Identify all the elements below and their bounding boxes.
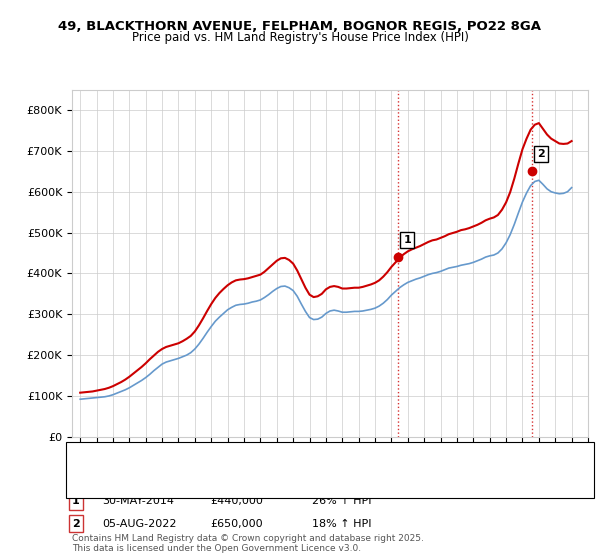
Text: £650,000: £650,000 [210,519,263,529]
Text: 2: 2 [537,149,545,159]
Text: 49, BLACKTHORN AVENUE, FELPHAM, BOGNOR REGIS, PO22 8GA (detached house): 49, BLACKTHORN AVENUE, FELPHAM, BOGNOR R… [97,454,504,464]
Text: 1: 1 [403,235,411,245]
Text: 18% ↑ HPI: 18% ↑ HPI [312,519,371,529]
Text: 30-MAY-2014: 30-MAY-2014 [102,496,174,506]
Text: —: — [81,450,98,468]
Text: 1: 1 [72,496,80,506]
Text: HPI: Average price, detached house, Arun: HPI: Average price, detached house, Arun [97,473,301,483]
Text: —: — [81,469,98,487]
Text: 05-AUG-2022: 05-AUG-2022 [102,519,176,529]
Text: £440,000: £440,000 [210,496,263,506]
Text: Contains HM Land Registry data © Crown copyright and database right 2025.
This d: Contains HM Land Registry data © Crown c… [72,534,424,553]
Text: 49, BLACKTHORN AVENUE, FELPHAM, BOGNOR REGIS, PO22 8GA: 49, BLACKTHORN AVENUE, FELPHAM, BOGNOR R… [59,20,542,32]
Text: Price paid vs. HM Land Registry's House Price Index (HPI): Price paid vs. HM Land Registry's House … [131,31,469,44]
Text: 2: 2 [72,519,80,529]
Text: 26% ↑ HPI: 26% ↑ HPI [312,496,371,506]
